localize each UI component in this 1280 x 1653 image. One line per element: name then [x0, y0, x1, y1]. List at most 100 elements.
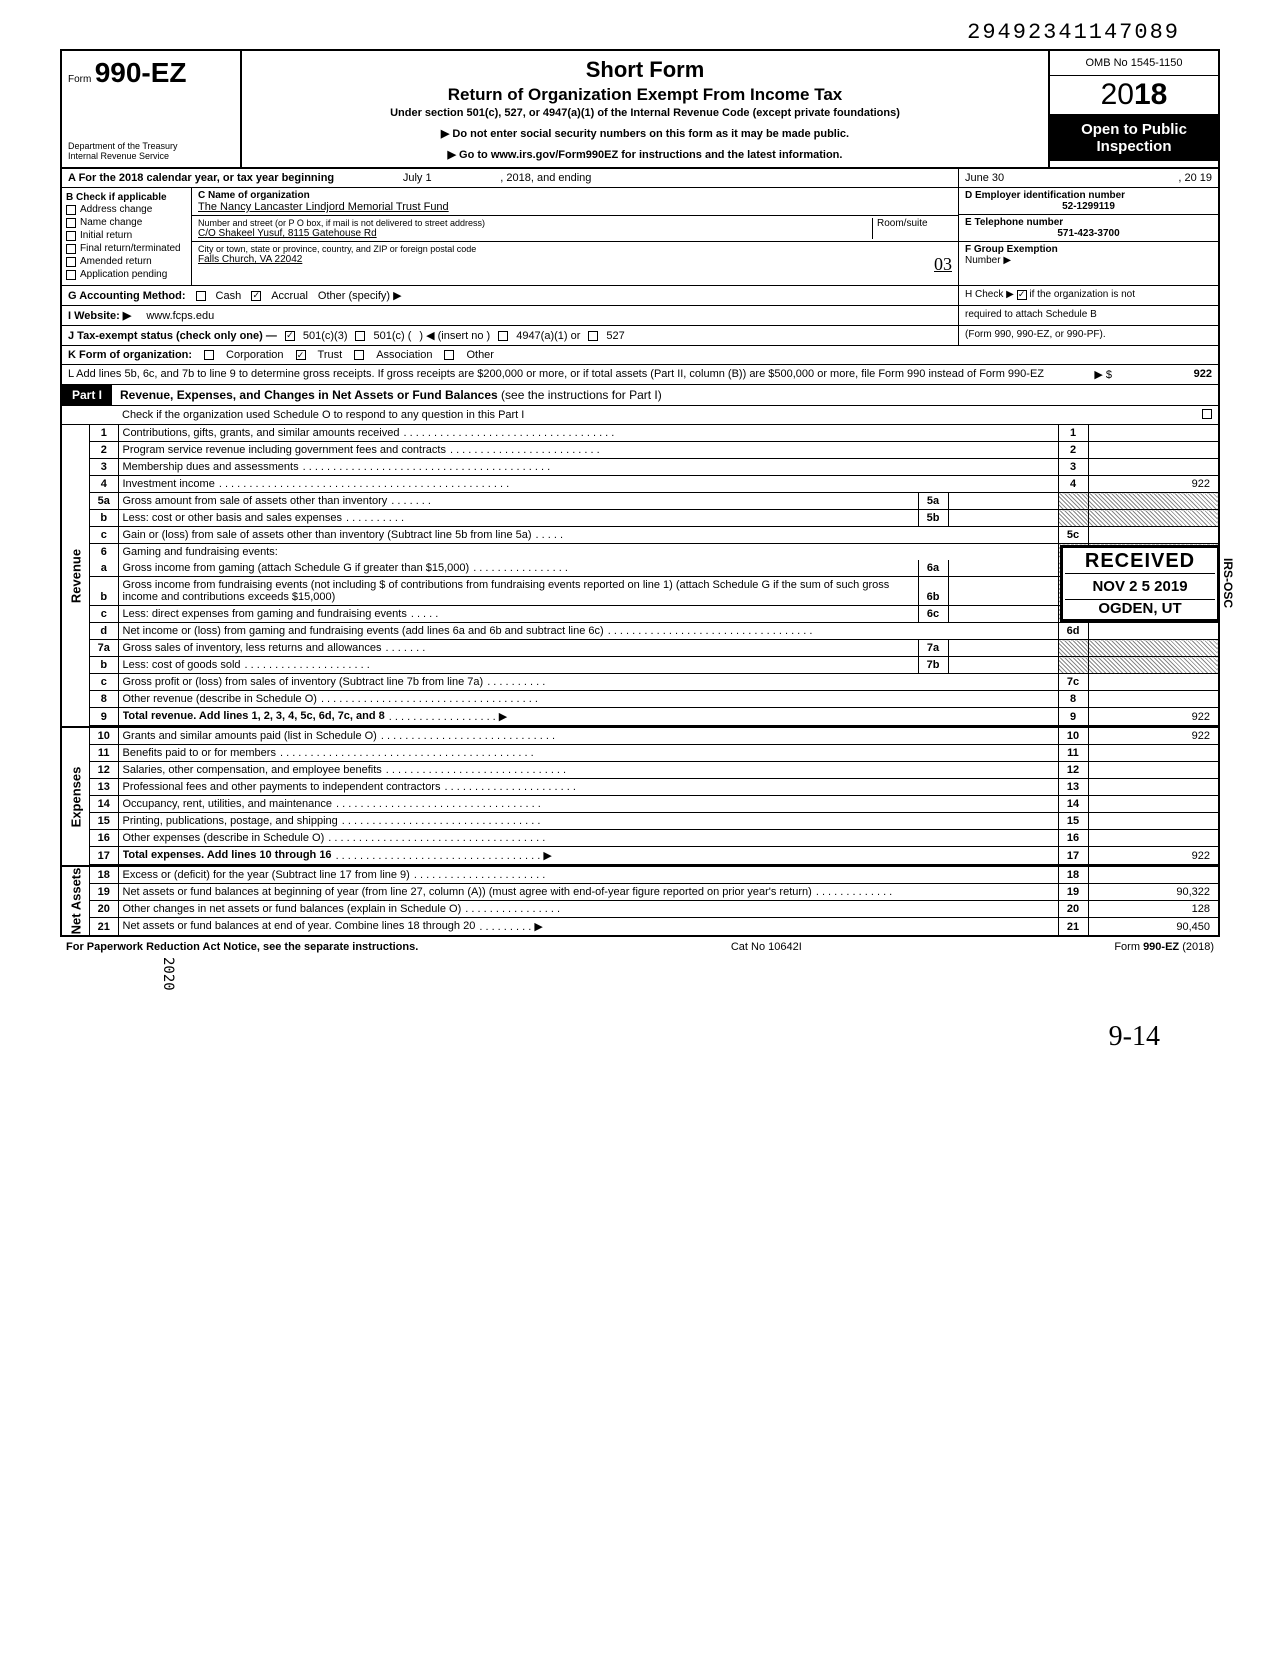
h-text1: H Check ▶ — [965, 289, 1014, 300]
h-text3: required to attach Schedule B — [958, 306, 1218, 325]
h-text2: if the organization is not — [1029, 289, 1135, 300]
footer-stamp-2020: 2020 — [60, 957, 176, 991]
col-b-header: B Check if applicable — [66, 192, 187, 203]
subtitle: Return of Organization Exempt From Incom… — [252, 85, 1038, 105]
j-o4: 527 — [606, 330, 624, 342]
row-a-begin: July 1 — [337, 172, 497, 184]
city-label: City or town, state or province, country… — [198, 244, 952, 254]
part1-title: Revenue, Expenses, and Changes in Net As… — [120, 388, 498, 402]
open-to-public: Open to Public Inspection — [1050, 115, 1218, 161]
b-item-4: Amended return — [80, 256, 152, 267]
revenue-table: 1Contributions, gifts, grants, and simil… — [90, 425, 1218, 726]
form-prefix: Form — [68, 74, 91, 85]
form-990ez: Form 990-EZ Department of the Treasury I… — [60, 49, 1220, 937]
checkbox-accrual[interactable]: ✓ — [251, 291, 261, 301]
part1-check-text: Check if the organization used Schedule … — [122, 409, 524, 421]
checkbox-other-org[interactable] — [444, 350, 454, 360]
open-line1: Open to Public — [1052, 121, 1216, 138]
b-item-0: Address change — [80, 204, 152, 215]
row-g-label: G Accounting Method: — [68, 290, 186, 302]
open-line2: Inspection — [1052, 138, 1216, 155]
g-cash: Cash — [216, 290, 242, 302]
checkbox-h[interactable]: ✓ — [1017, 290, 1027, 300]
net-assets-table: 18Excess or (deficit) for the year (Subt… — [90, 867, 1218, 935]
net-assets-label: Net Assets — [62, 867, 90, 935]
row-a-end: June 30 — [965, 172, 1004, 184]
f-label2: Number ▶ — [965, 255, 1011, 266]
d-value: 52-1299119 — [965, 201, 1212, 212]
bottom-scribble: 9-14 — [60, 991, 1220, 1053]
row-a: A For the 2018 calendar year, or tax yea… — [62, 169, 1218, 188]
f-label: F Group Exemption — [965, 244, 1058, 255]
checkbox-trust[interactable]: ✓ — [296, 350, 306, 360]
part1-rest: (see the instructions for Part I) — [501, 388, 662, 402]
checkbox-final-return[interactable] — [66, 244, 76, 254]
h-text4: (Form 990, 990-EZ, or 990-PF). — [958, 326, 1218, 345]
tax-year: 2018 — [1050, 76, 1218, 115]
footer-right-pre: Form — [1114, 941, 1140, 953]
checkbox-address-change[interactable] — [66, 205, 76, 215]
street-value: C/O Shakeel Yusuf, 8115 Gatehouse Rd — [198, 228, 872, 239]
row-j: J Tax-exempt status (check only one) — ✓… — [62, 326, 1218, 346]
checkbox-assoc[interactable] — [354, 350, 364, 360]
footer-right-yr: (2018) — [1182, 941, 1214, 953]
part1-check-row: Check if the organization used Schedule … — [62, 406, 1218, 425]
d-label: D Employer identification number — [965, 190, 1212, 201]
form-number: 990-EZ — [95, 57, 187, 88]
checkbox-4947[interactable] — [498, 331, 508, 341]
row-k: K Form of organization: Corporation ✓ Tru… — [62, 346, 1218, 365]
row-l-arrow: ▶ $ — [1072, 368, 1112, 381]
checkbox-501c3[interactable]: ✓ — [285, 331, 295, 341]
room-label: Room/suite — [872, 218, 952, 239]
b-item-1: Name change — [80, 217, 142, 228]
k-o2: Trust — [318, 349, 343, 361]
footer-right-form: 990-EZ — [1143, 941, 1179, 953]
header-row: Form 990-EZ Department of the Treasury I… — [62, 51, 1218, 169]
revenue-section: Revenue 1Contributions, gifts, grants, a… — [62, 425, 1218, 726]
j-o3: 4947(a)(1) or — [516, 330, 580, 342]
j-o2b: ) ◀ (insert no ) — [419, 329, 490, 342]
e-value: 571-423-3700 — [965, 228, 1212, 239]
city-value: Falls Church, VA 22042 — [198, 254, 302, 275]
b-item-5: Application pending — [80, 269, 167, 280]
net-assets-section: Net Assets 18Excess or (deficit) for the… — [62, 865, 1218, 935]
c-value: The Nancy Lancaster Lindjord Memorial Tr… — [198, 201, 952, 213]
dept-block: Department of the Treasury Internal Reve… — [68, 141, 234, 161]
checkbox-cash[interactable] — [196, 291, 206, 301]
g-other: Other (specify) ▶ — [318, 289, 402, 302]
stamp-loc: OGDEN, UT — [1065, 600, 1215, 617]
part1-header: Part I Revenue, Expenses, and Changes in… — [62, 385, 1218, 406]
stamp-received: RECEIVED — [1065, 550, 1215, 573]
checkbox-initial-return[interactable] — [66, 231, 76, 241]
j-o2: 501(c) ( — [373, 330, 411, 342]
c-label: C Name of organization — [198, 190, 952, 201]
row-j-label: J Tax-exempt status (check only one) — — [68, 330, 277, 342]
checkbox-501c[interactable] — [355, 331, 365, 341]
col-right: D Employer identification number 52-1299… — [958, 188, 1218, 285]
checkbox-schedule-o[interactable] — [1202, 409, 1212, 419]
part1-tag: Part I — [62, 385, 112, 405]
header-mid: Short Form Return of Organization Exempt… — [242, 51, 1048, 167]
omb-number: OMB No 1545-1150 — [1050, 51, 1218, 76]
checkbox-application-pending[interactable] — [66, 270, 76, 280]
checkbox-amended-return[interactable] — [66, 257, 76, 267]
title-short-form: Short Form — [252, 57, 1038, 83]
row-l-text: L Add lines 5b, 6c, and 7b to line 9 to … — [68, 368, 1072, 381]
b-item-3: Final return/terminated — [80, 243, 181, 254]
k-o3: Association — [376, 349, 432, 361]
checkbox-name-change[interactable] — [66, 218, 76, 228]
stamp-date: NOV 2 5 2019 — [1065, 573, 1215, 600]
row-l-value: 922 — [1112, 368, 1212, 381]
col-mid: C Name of organization The Nancy Lancast… — [192, 188, 958, 285]
k-o1: Corporation — [226, 349, 283, 361]
b-item-2: Initial return — [80, 230, 132, 241]
undersection: Under section 501(c), 527, or 4947(a)(1)… — [252, 107, 1038, 119]
street-label: Number and street (or P O box, if mail i… — [198, 218, 872, 228]
block-b-to-f: B Check if applicable Address change Nam… — [62, 188, 1218, 286]
checkbox-corp[interactable] — [204, 350, 214, 360]
received-stamp: RECEIVED NOV 2 5 2019 OGDEN, UT IRS-OSC — [1060, 545, 1220, 622]
checkbox-527[interactable] — [588, 331, 598, 341]
row-k-label: K Form of organization: — [68, 349, 192, 361]
expenses-table: 10Grants and similar amounts paid (list … — [90, 728, 1218, 865]
row-i: I Website: ▶ www.fcps.edu required to at… — [62, 306, 1218, 326]
